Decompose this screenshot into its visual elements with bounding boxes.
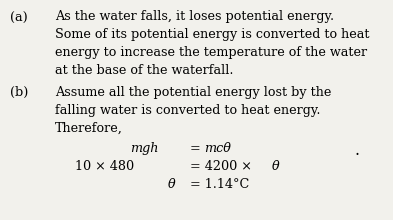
Text: (b): (b) — [10, 86, 28, 99]
Text: falling water is converted to heat energy.: falling water is converted to heat energ… — [55, 104, 321, 117]
Text: Therefore,: Therefore, — [55, 122, 123, 135]
Text: mgh: mgh — [130, 142, 158, 155]
Text: Some of its potential energy is converted to heat: Some of its potential energy is converte… — [55, 28, 369, 41]
Text: mcθ: mcθ — [204, 142, 231, 155]
Text: energy to increase the temperature of the water: energy to increase the temperature of th… — [55, 46, 367, 59]
Text: at the base of the waterfall.: at the base of the waterfall. — [55, 64, 233, 77]
Text: = 1.14°C: = 1.14°C — [190, 178, 249, 191]
Text: Assume all the potential energy lost by the: Assume all the potential energy lost by … — [55, 86, 331, 99]
Text: θ: θ — [168, 178, 176, 191]
Text: .: . — [355, 142, 360, 159]
Text: (a): (a) — [10, 12, 28, 25]
Text: θ: θ — [272, 160, 280, 173]
Text: = 4200 ×: = 4200 × — [190, 160, 256, 173]
Text: As the water falls, it loses potential energy.: As the water falls, it loses potential e… — [55, 10, 334, 23]
Text: 10 × 480: 10 × 480 — [75, 160, 134, 173]
Text: =: = — [190, 142, 201, 155]
